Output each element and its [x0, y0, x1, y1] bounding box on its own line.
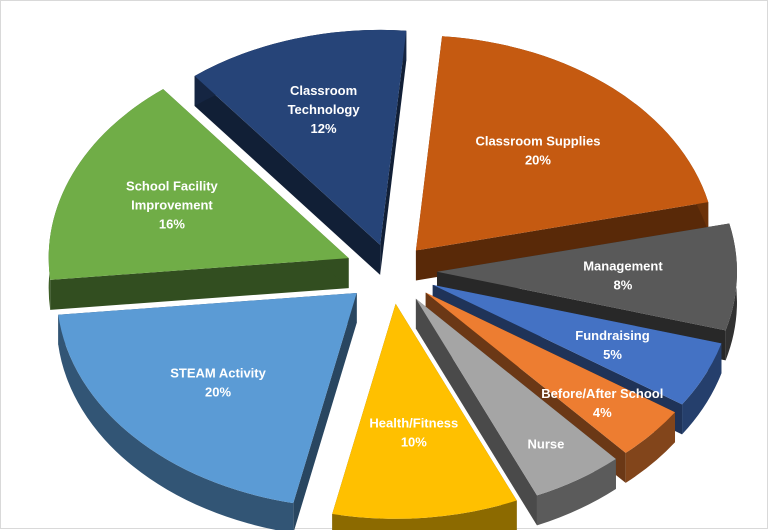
- slice-label-nurse: Nurse: [527, 436, 564, 451]
- slice-classroom-supplies: [415, 36, 709, 281]
- slice-rim: [625, 412, 676, 483]
- slice-top: [436, 223, 737, 331]
- slice-label-steam-activity: STEAM Activity 20%: [170, 365, 266, 399]
- slice-label-fundraising: Fundraising 5%: [575, 328, 649, 362]
- slice-rim: [58, 314, 294, 530]
- slice-wall: [415, 298, 537, 526]
- slice-school-facility-improvement: [48, 89, 349, 310]
- slice-top: [194, 29, 407, 245]
- slice-wall: [415, 202, 709, 281]
- slice-label-school-facility-improvement: School Facility Improvement 16%: [126, 178, 219, 231]
- slice-wall: [50, 258, 349, 310]
- slice-label-before-after-school: Before/After School 4%: [541, 386, 663, 420]
- slice-label-management: Management 8%: [583, 259, 663, 293]
- slice-label-classroom-supplies: Classroom Supplies 20%: [475, 133, 600, 167]
- slice-rim: [682, 343, 722, 435]
- slice-label-health-fitness: Health/Fitness 10%: [369, 416, 458, 450]
- slice-rim: [332, 500, 517, 530]
- slice-top: [48, 89, 349, 280]
- slice-top: [58, 292, 357, 504]
- slice-top: [432, 284, 722, 405]
- slice-steam-activity: [58, 292, 357, 530]
- slice-wall: [293, 292, 357, 530]
- slice-health-fitness: [332, 303, 517, 530]
- slice-top: [415, 298, 616, 496]
- slice-rim: [536, 458, 616, 526]
- slice-classroom-technology: [194, 29, 407, 275]
- slice-wall: [380, 30, 407, 275]
- slice-top: [332, 303, 517, 519]
- slice-top: [425, 292, 676, 453]
- slice-nurse: [415, 298, 616, 526]
- slice-top: [415, 36, 709, 251]
- slice-wall: [194, 75, 381, 275]
- slice-label-classroom-technology: Classroom Technology 12%: [288, 83, 361, 136]
